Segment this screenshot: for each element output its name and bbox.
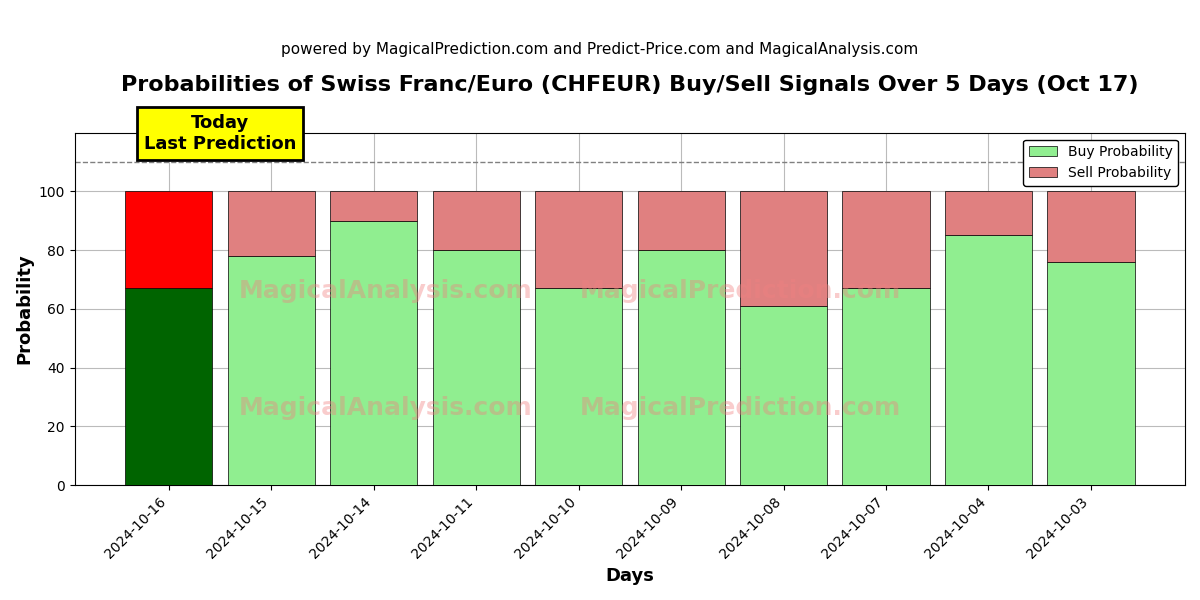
Bar [637, 191, 725, 250]
Text: Today
Last Prediction: Today Last Prediction [144, 115, 296, 153]
X-axis label: Days: Days [605, 567, 654, 585]
Bar [432, 191, 520, 250]
Bar [535, 289, 622, 485]
Text: MagicalAnalysis.com: MagicalAnalysis.com [239, 395, 533, 419]
Title: Probabilities of Swiss Franc/Euro (CHFEUR) Buy/Sell Signals Over 5 Days (Oct 17): Probabilities of Swiss Franc/Euro (CHFEU… [121, 75, 1139, 95]
Text: MagicalPrediction.com: MagicalPrediction.com [581, 279, 901, 303]
Bar [330, 221, 418, 485]
Bar [125, 191, 212, 289]
Bar [330, 191, 418, 221]
Text: MagicalAnalysis.com: MagicalAnalysis.com [239, 279, 533, 303]
Bar [842, 191, 930, 289]
Bar [125, 289, 212, 485]
Text: powered by MagicalPrediction.com and Predict-Price.com and MagicalAnalysis.com: powered by MagicalPrediction.com and Pre… [281, 41, 919, 56]
Legend: Buy Probability, Sell Probability: Buy Probability, Sell Probability [1024, 140, 1178, 185]
Bar [228, 191, 314, 256]
Bar [535, 191, 622, 289]
Bar [842, 289, 930, 485]
Y-axis label: Probability: Probability [16, 254, 34, 364]
Bar [944, 191, 1032, 235]
Bar [1048, 191, 1134, 262]
Bar [740, 306, 827, 485]
Bar [1048, 262, 1134, 485]
Bar [637, 250, 725, 485]
Bar [740, 191, 827, 306]
Bar [944, 235, 1032, 485]
Bar [432, 250, 520, 485]
Text: MagicalPrediction.com: MagicalPrediction.com [581, 395, 901, 419]
Bar [228, 256, 314, 485]
